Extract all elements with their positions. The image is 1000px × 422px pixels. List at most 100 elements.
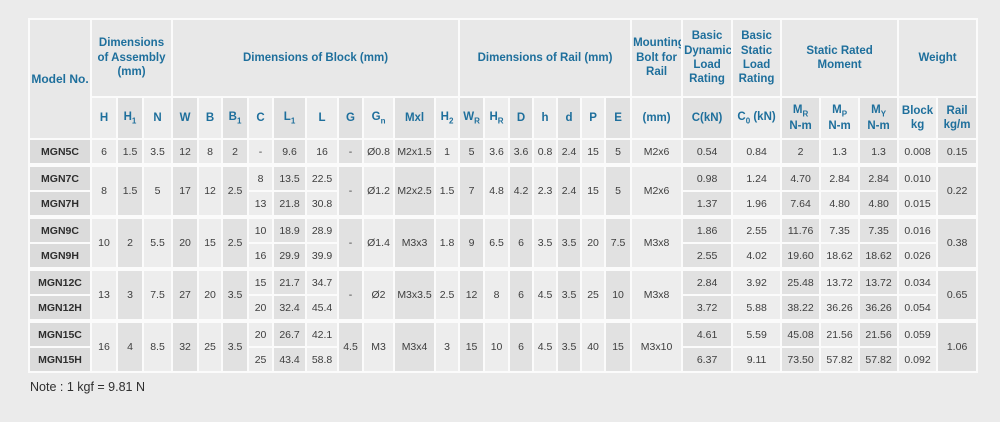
- data-cell: 4.2: [508, 163, 535, 218]
- header-col: B1: [221, 96, 250, 140]
- header-col: L: [305, 96, 340, 140]
- data-cell: M2x2.5: [393, 163, 437, 218]
- data-cell: 16: [305, 138, 340, 166]
- data-cell: M3x3: [393, 215, 437, 270]
- data-cell: 22.5: [305, 163, 340, 192]
- data-cell: 18.62: [819, 242, 861, 270]
- data-cell: 5.88: [731, 294, 783, 322]
- header-col: B: [197, 96, 224, 140]
- data-cell: 2.84: [681, 267, 734, 296]
- data-cell: 6: [90, 138, 118, 166]
- header-col: E: [604, 96, 633, 140]
- model-cell: MGN15C: [28, 319, 92, 348]
- data-cell: 57.82: [858, 346, 900, 373]
- data-cell: 4.80: [819, 190, 861, 218]
- data-cell: 25.48: [780, 267, 822, 296]
- data-cell: 1.5: [434, 163, 461, 218]
- data-cell: 20: [580, 215, 607, 270]
- data-cell: 0.65: [936, 267, 979, 322]
- data-cell: 9.11: [731, 346, 783, 373]
- data-cell: 0.034: [897, 267, 939, 296]
- header-col: C0 (kN): [731, 96, 783, 140]
- data-cell: M3x10: [630, 319, 684, 373]
- data-cell: 73.50: [780, 346, 822, 373]
- data-cell: 13.72: [858, 267, 900, 296]
- data-cell: 2.4: [556, 138, 583, 166]
- data-cell: 10: [483, 319, 511, 373]
- data-cell: 21.56: [858, 319, 900, 348]
- data-cell: -: [337, 215, 365, 270]
- data-cell: 43.4: [272, 346, 308, 373]
- header-col: Rail kg/m: [936, 96, 979, 140]
- data-cell: 4.5: [532, 319, 559, 373]
- data-cell: 3.5: [556, 319, 583, 373]
- data-cell: 18.62: [858, 242, 900, 270]
- data-cell: 1.06: [936, 319, 979, 373]
- model-cell: MGN5C: [28, 138, 92, 166]
- data-cell: 3.5: [221, 319, 250, 373]
- data-cell: 5.5: [141, 215, 174, 270]
- data-cell: 2.5: [221, 163, 250, 218]
- data-cell: 0.008: [897, 138, 939, 166]
- data-cell: 3.5: [141, 138, 174, 166]
- data-cell: 13.5: [272, 163, 308, 192]
- header-group: Dimensions of Assembly (mm): [89, 18, 174, 98]
- data-cell: 2.55: [731, 215, 783, 244]
- header-col: P: [580, 96, 607, 140]
- data-cell: 17: [171, 163, 200, 218]
- data-cell: 1.96: [731, 190, 783, 218]
- data-cell: 2.4: [556, 163, 583, 218]
- header-col: Mxl: [393, 96, 437, 140]
- table-body: MGN5C 6 1.5 3.5 12 8 2-9.6 16- Ø0.8 M2x1.5 1 5 3.6 3.…: [28, 138, 979, 373]
- data-cell: 2: [116, 215, 144, 270]
- data-cell: 0.54: [681, 138, 734, 166]
- data-cell: M3x8: [630, 215, 684, 270]
- header-col: C: [247, 96, 275, 140]
- data-cell: 1.86: [681, 215, 734, 244]
- data-cell: 16: [90, 319, 118, 373]
- data-cell: 4.80: [858, 190, 900, 218]
- data-cell: 1.37: [681, 190, 734, 218]
- data-cell: 0.026: [897, 242, 939, 270]
- header-col: Gn: [362, 96, 396, 140]
- data-cell: Ø1.2: [362, 163, 396, 218]
- data-cell: 5.59: [731, 319, 783, 348]
- header-col: HR: [483, 96, 511, 140]
- data-cell: 13: [90, 267, 118, 322]
- data-cell: 27: [171, 267, 200, 322]
- data-cell: 9: [458, 215, 486, 270]
- data-cell: 7.5: [604, 215, 633, 270]
- data-cell: 15: [580, 138, 607, 166]
- data-cell: 15: [604, 319, 633, 373]
- data-cell: 32: [171, 319, 200, 373]
- data-cell: 40: [580, 319, 607, 373]
- data-cell: 1: [434, 138, 461, 166]
- data-cell: 4.5: [337, 319, 365, 373]
- header-col: Block kg: [897, 96, 939, 140]
- data-cell: 29.9: [272, 242, 308, 270]
- data-cell: 7: [458, 163, 486, 218]
- data-cell: 4.8: [483, 163, 511, 218]
- data-cell: 5: [604, 138, 633, 166]
- data-cell: Ø0.8: [362, 138, 396, 166]
- data-cell: 1.3: [819, 138, 861, 166]
- data-cell: 6.5: [483, 215, 511, 270]
- data-cell: 45.4: [305, 294, 340, 322]
- data-cell: 20: [247, 294, 275, 322]
- header-group: Basic Static Load Rating: [731, 18, 783, 98]
- data-cell: 0.8: [532, 138, 559, 166]
- data-cell: 3.92: [731, 267, 783, 296]
- header-group-row: Model No. Dimensions of Assembly (mm) Dime…: [28, 18, 979, 140]
- data-cell: 5: [604, 163, 633, 218]
- data-cell: 2: [221, 138, 250, 166]
- header-col: MY N-m: [858, 96, 900, 140]
- data-cell: M3x8: [630, 267, 684, 322]
- data-cell: 21.7: [272, 267, 308, 296]
- data-cell: 25: [580, 267, 607, 322]
- data-cell: 6: [508, 215, 535, 270]
- data-cell: 10: [604, 267, 633, 322]
- data-cell: 3: [116, 267, 144, 322]
- model-cell: MGN12C: [28, 267, 92, 296]
- data-cell: 4.02: [731, 242, 783, 270]
